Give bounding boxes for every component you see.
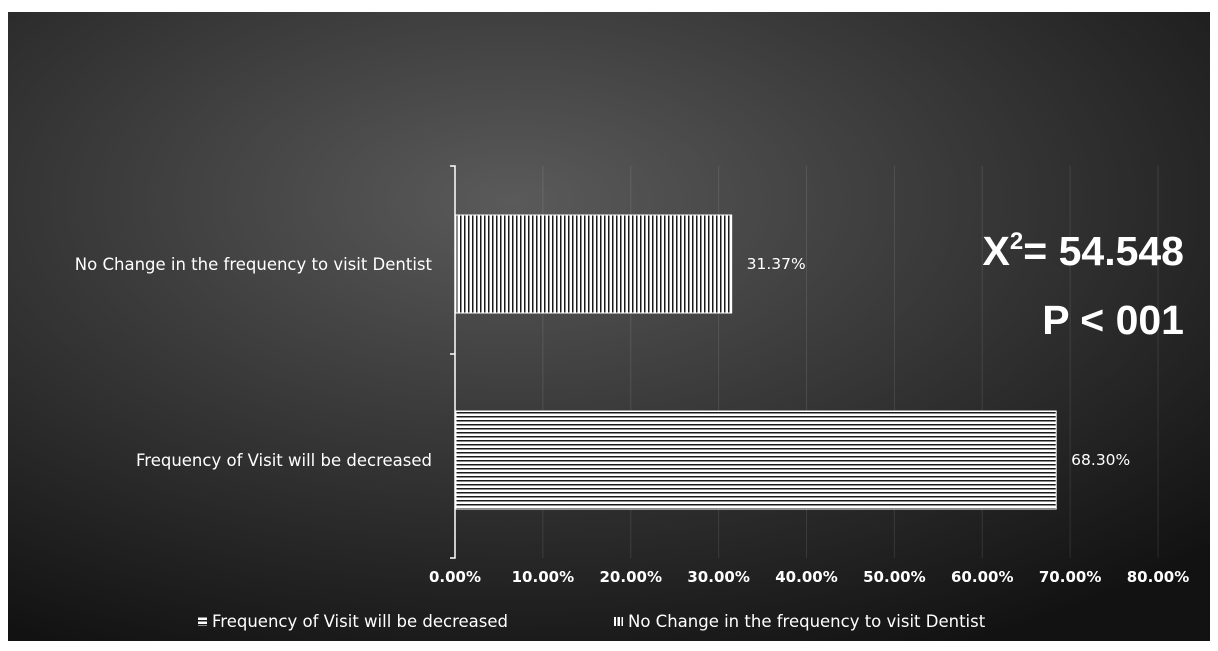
chi-symbol: X — [983, 228, 1010, 274]
legend-label-no-change: No Change in the frequency to visit Dent… — [628, 612, 986, 631]
x-tick-label: 0.00% — [429, 568, 481, 586]
x-tick-label: 40.00% — [775, 568, 837, 586]
chart-background — [8, 12, 1210, 641]
x-axis-ticks: 0.00% 10.00% 20.00% 30.00% 40.00% 50.00% 60.00… — [429, 568, 1189, 586]
legend-label-decreased: Frequency of Visit will be decreased — [212, 612, 508, 631]
category-label: No Change in the frequency to visit Dent… — [75, 255, 433, 274]
x-tick-label: 10.00% — [512, 568, 574, 586]
x-tick-label: 60.00% — [951, 568, 1013, 586]
bar-value-label: 31.37% — [747, 255, 806, 273]
category-axis — [450, 165, 456, 559]
legend-swatch-horizontal — [198, 617, 207, 626]
category-label: Frequency of Visit will be decreased — [136, 451, 432, 470]
x-tick-label: 50.00% — [863, 568, 925, 586]
x-tick-label: 20.00% — [600, 568, 662, 586]
chart-canvas: 31.37% No Change in the frequency to visi… — [8, 12, 1210, 641]
bar-1 — [455, 214, 733, 314]
bar-value-label: 68.30% — [1071, 451, 1130, 469]
legend-swatch-vertical — [614, 617, 623, 626]
chi-square-annotation: X2= 54.548 — [983, 228, 1184, 274]
bars: 31.37% No Change in the frequency to visi… — [75, 214, 1130, 510]
x-tick-label: 80.00% — [1127, 568, 1189, 586]
chi-superscript: 2 — [1010, 228, 1023, 255]
legend: Frequency of Visit will be decreased No … — [198, 612, 986, 631]
chi-value: = 54.548 — [1023, 228, 1184, 274]
x-tick-label: 70.00% — [1039, 568, 1101, 586]
x-tick-label: 30.00% — [687, 568, 749, 586]
p-value-annotation: P < 001 — [1042, 297, 1184, 343]
bar-2 — [455, 410, 1057, 510]
